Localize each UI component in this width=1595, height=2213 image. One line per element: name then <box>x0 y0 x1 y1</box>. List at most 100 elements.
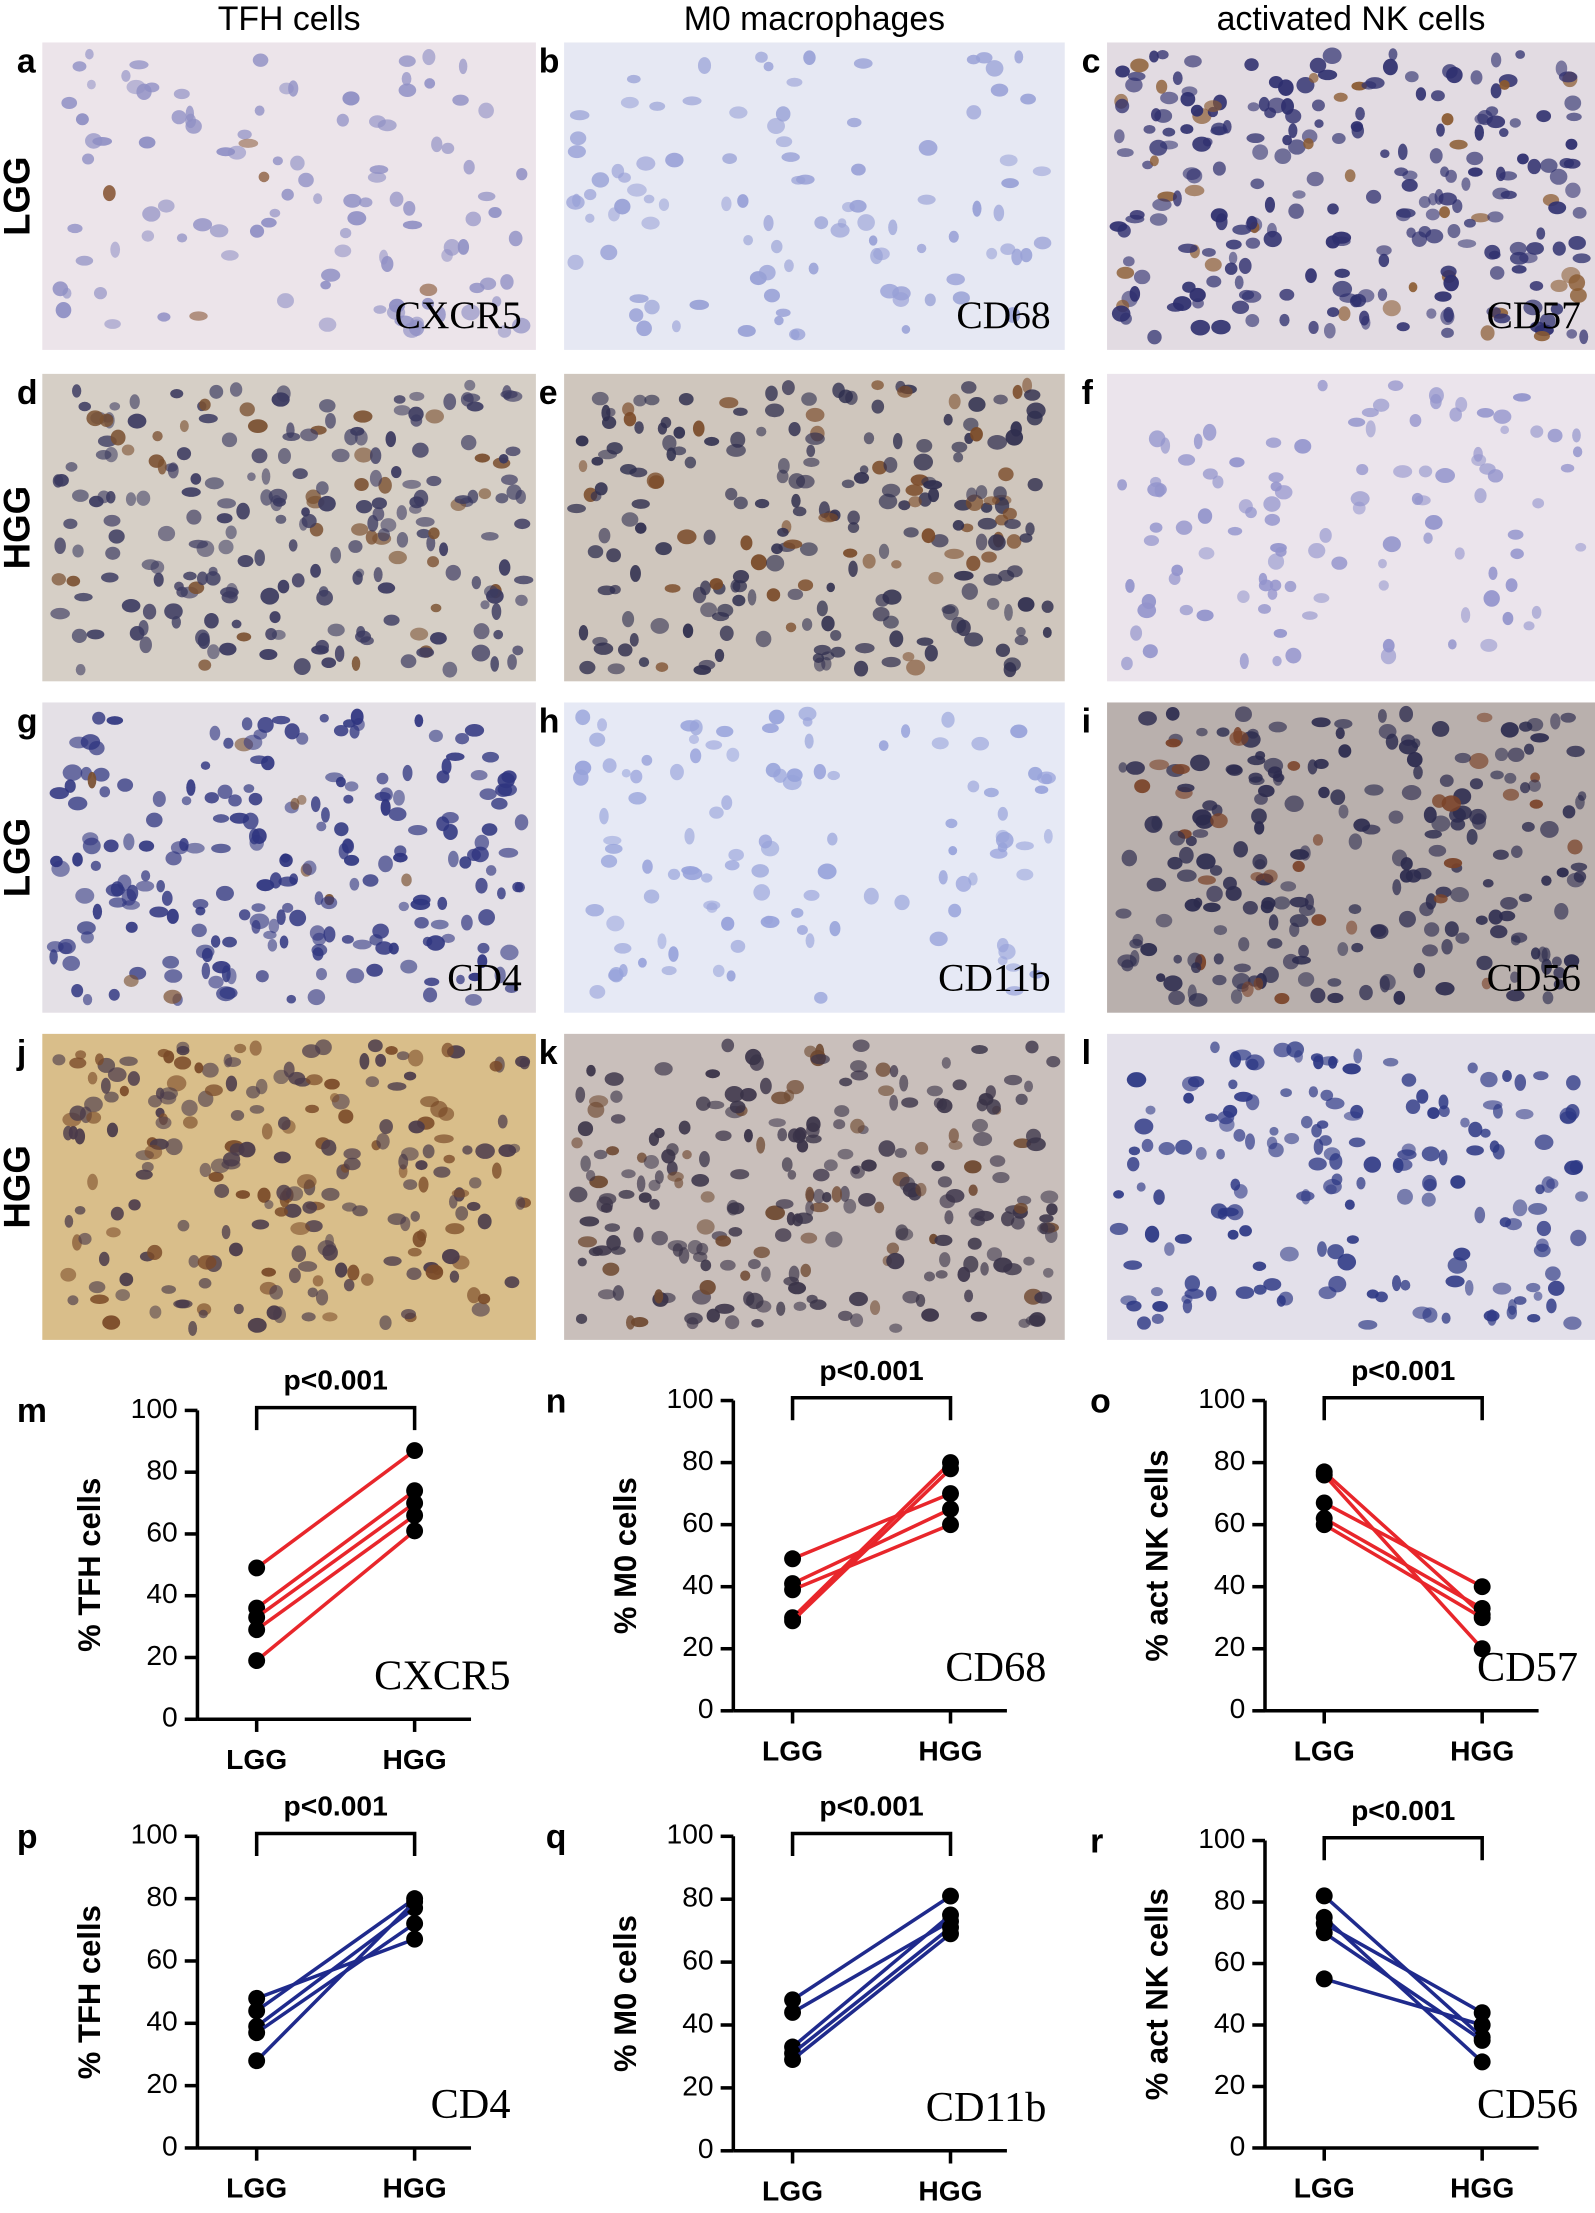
cell-nucleus <box>1441 113 1454 126</box>
cell-nucleus <box>989 848 1008 859</box>
annotation: p<0.001 <box>1351 1794 1455 1826</box>
cell-nucleus <box>190 473 202 485</box>
cell-nucleus <box>1130 625 1143 641</box>
cell-nucleus <box>1158 1142 1176 1156</box>
cell-nucleus <box>777 1128 788 1142</box>
data-point <box>248 2052 266 2070</box>
cell-nucleus <box>273 1151 291 1164</box>
cell-nucleus <box>402 220 423 230</box>
cell-nucleus <box>1141 1138 1154 1153</box>
cell-nucleus <box>1530 733 1550 743</box>
significance-bracket <box>254 1831 417 1857</box>
cell-nucleus <box>1387 380 1404 391</box>
cell-nucleus <box>1346 1235 1359 1244</box>
cell-nucleus <box>1492 1144 1505 1160</box>
cell-nucleus <box>895 1228 914 1241</box>
cell-nucleus <box>833 1119 846 1130</box>
cell-nucleus <box>889 1323 903 1333</box>
cell-nucleus <box>49 787 69 800</box>
cell-nucleus <box>1134 1118 1154 1135</box>
cell-nucleus <box>1424 922 1440 937</box>
cell-nucleus <box>1150 1287 1163 1297</box>
cell-nucleus <box>1003 1263 1022 1276</box>
cell-nucleus <box>338 843 349 860</box>
cell-nucleus <box>883 456 898 473</box>
cell-nucleus <box>229 1242 243 1257</box>
cell-nucleus <box>1313 1138 1324 1155</box>
cell-nucleus <box>1533 1291 1543 1301</box>
cell-nucleus <box>507 654 517 670</box>
cell-nucleus <box>1198 547 1215 560</box>
cell-nucleus <box>1427 1107 1440 1120</box>
cell-nucleus <box>84 1096 103 1113</box>
cell-nucleus <box>924 644 938 662</box>
cell-nucleus <box>1356 464 1369 476</box>
cell-nucleus <box>861 1159 877 1172</box>
cell-nucleus <box>989 1155 1006 1167</box>
cell-nucleus <box>1450 887 1469 903</box>
cell-nucleus <box>604 1072 624 1086</box>
cell-nucleus <box>1492 1282 1512 1295</box>
cell-nucleus <box>1394 167 1409 177</box>
marker-label: CD68 <box>956 293 1050 337</box>
y-tick-label: 60 <box>146 1942 177 1974</box>
cell-nucleus <box>387 1082 407 1091</box>
cell-nucleus <box>850 1060 867 1073</box>
cell-nucleus <box>1190 104 1204 117</box>
data-point <box>942 1925 959 1943</box>
cell-nucleus <box>104 447 118 463</box>
cell-nucleus <box>393 789 405 806</box>
cell-nucleus <box>975 485 988 500</box>
cell-nucleus <box>743 1128 753 1143</box>
cell-nucleus <box>1466 151 1484 166</box>
cell-nucleus <box>458 58 468 75</box>
cell-nucleus <box>466 401 484 412</box>
cell-nucleus <box>643 194 655 204</box>
cell-nucleus <box>1372 398 1390 412</box>
cell-nucleus <box>783 539 803 549</box>
y-tick-label: 100 <box>131 1818 178 1850</box>
cell-nucleus <box>508 230 523 247</box>
cell-nucleus <box>776 1301 786 1316</box>
cell-nucleus <box>705 1069 721 1079</box>
cell-nucleus <box>931 1160 945 1172</box>
cell-nucleus <box>1499 910 1516 922</box>
cell-nucleus <box>1474 124 1484 141</box>
cell-nucleus <box>209 224 229 238</box>
cell-nucleus <box>766 554 785 572</box>
cell-nucleus <box>1175 1139 1193 1155</box>
cell-nucleus <box>271 392 290 407</box>
cell-nucleus <box>758 834 773 849</box>
cell-nucleus <box>99 413 114 427</box>
cell-nucleus <box>163 1050 175 1064</box>
cell-nucleus <box>342 91 360 106</box>
y-tick-label: 40 <box>1214 2006 1245 2038</box>
cell-nucleus <box>176 447 192 461</box>
cell-nucleus <box>1285 647 1302 664</box>
cell-nucleus <box>467 848 481 861</box>
cell-nucleus <box>967 1237 982 1250</box>
cell-nucleus <box>1252 1261 1267 1271</box>
cell-nucleus <box>695 1096 711 1111</box>
cell-nucleus <box>1401 785 1422 801</box>
data-point <box>942 1906 959 1924</box>
cell-nucleus <box>597 585 616 596</box>
pair-line <box>255 1489 416 1610</box>
cell-nucleus <box>491 603 502 621</box>
cell-nucleus <box>98 1251 110 1267</box>
cell-nucleus <box>231 619 242 629</box>
data-point <box>248 1608 266 1626</box>
cell-nucleus <box>1476 955 1493 971</box>
cell-nucleus <box>1393 465 1413 478</box>
cell-nucleus <box>730 1169 750 1180</box>
cell-nucleus <box>604 843 623 854</box>
cell-nucleus <box>1269 579 1282 592</box>
cell-nucleus <box>941 711 955 728</box>
cell-nucleus <box>1563 1316 1582 1330</box>
cell-nucleus <box>709 806 724 819</box>
cell-nucleus <box>1184 1288 1204 1299</box>
cell-nucleus <box>269 611 281 624</box>
cell-nucleus <box>277 579 290 594</box>
cell-nucleus <box>1254 821 1265 835</box>
